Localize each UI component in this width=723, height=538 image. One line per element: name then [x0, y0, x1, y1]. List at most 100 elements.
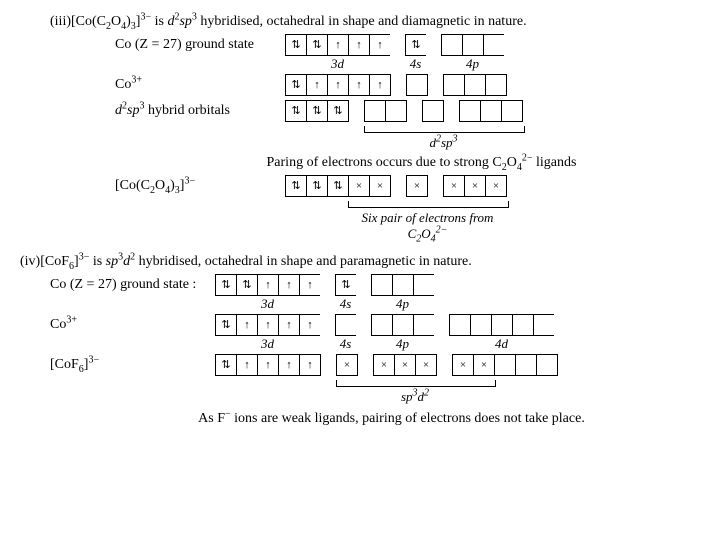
- orbital-boxes: ⇅⇅⇅: [285, 100, 538, 122]
- orbital-box: ×: [406, 175, 428, 197]
- orbital-row: Co (Z = 27) ground state⇅⇅↑↑↑3d⇅4s4p: [115, 34, 703, 56]
- orbital-box: [364, 100, 385, 122]
- heading-iv-prefix: (iv): [20, 254, 40, 270]
- orbital-box: [413, 274, 434, 296]
- orbital-boxes: ⇅↑↑↑↑3d4s4p4d: [215, 314, 569, 336]
- orbital-row: d2sp3 hybrid orbitals⇅⇅⇅: [115, 100, 703, 122]
- orbital-box: ↑: [369, 34, 390, 56]
- orbital-group: [364, 100, 407, 122]
- row-label: Co (Z = 27) ground state: [115, 37, 285, 53]
- orbital-box: ⇅: [215, 354, 236, 376]
- bracket-row: sp3d2: [20, 380, 703, 405]
- orbital-box: ↑: [327, 74, 348, 96]
- orbital-box: ⇅: [285, 175, 306, 197]
- orbital-box: ⇅: [285, 34, 306, 56]
- orbital-box: ↑: [348, 74, 369, 96]
- orbital-box: [464, 74, 485, 96]
- orbital-group: ××: [452, 354, 558, 376]
- orbital-box: ⇅: [405, 34, 426, 56]
- orbital-box: [515, 354, 536, 376]
- orbital-group: ⇅↑↑↑↑3d: [215, 314, 320, 336]
- row-label: [Co(C2O4)3]3−: [115, 178, 285, 194]
- orbital-box: ×: [452, 354, 473, 376]
- orbital-box: [335, 314, 356, 336]
- orbital-box: ×: [348, 175, 369, 197]
- bracket-row: Six pair of electrons from C2O42−: [20, 201, 703, 242]
- orbital-box: ↑: [299, 274, 320, 296]
- heading-iv: (iv) [CoF6]3− is sp3d2 hybridised, octah…: [20, 254, 703, 270]
- orbital-box: ×: [336, 354, 358, 376]
- orbital-box: [441, 34, 462, 56]
- orbital-box: [371, 274, 392, 296]
- orbital-row: Co (Z = 27) ground state :⇅⇅↑↑↑3d⇅4s4p: [50, 274, 703, 296]
- orbital-box: ×: [473, 354, 494, 376]
- orbital-box: ⇅: [285, 74, 306, 96]
- orbital-box: [536, 354, 558, 376]
- orbital-group: 4p: [371, 274, 434, 296]
- orbital-box: ↑: [299, 314, 320, 336]
- orbital-box: [459, 100, 480, 122]
- orbital-sublabel: 4p: [466, 56, 479, 72]
- row-label: Co3+: [115, 77, 285, 93]
- footer-iv: As F− ions are weak ligands, pairing of …: [80, 411, 703, 427]
- orbital-box: ×: [443, 175, 464, 197]
- heading-iii-prefix: (iii): [50, 14, 71, 30]
- orbital-sublabel: 3d: [331, 56, 344, 72]
- bracket-label: d2sp3: [364, 135, 523, 151]
- orbital-boxes: ⇅↑↑↑↑××××××: [215, 354, 573, 376]
- orbital-sublabel: 3d: [261, 296, 274, 312]
- orbital-row: [CoF6]3−⇅↑↑↑↑××××××: [50, 354, 703, 376]
- heading-iv-text: [CoF6]3− is sp3d2 hybridised, octahedral…: [40, 254, 472, 270]
- orbital-box: ↑: [278, 354, 299, 376]
- orbital-box: ⇅: [335, 274, 356, 296]
- row-label: [CoF6]3−: [50, 357, 215, 373]
- orbital-group: ⇅⇅↑↑↑3d: [285, 34, 390, 56]
- orbital-box: [392, 314, 413, 336]
- orbital-group: ⇅4s: [405, 34, 426, 56]
- orbital-box: [422, 100, 444, 122]
- orbital-sublabel: 4s: [410, 56, 422, 72]
- orbital-box: [462, 34, 483, 56]
- orbital-group: [422, 100, 444, 122]
- orbital-group: [459, 100, 523, 122]
- orbital-box: ×: [394, 354, 415, 376]
- orbital-box: ↑: [306, 74, 327, 96]
- orbital-group: ×: [406, 175, 428, 197]
- orbital-boxes: ⇅↑↑↑↑: [285, 74, 522, 96]
- orbital-group: ⇅4s: [335, 274, 356, 296]
- orbital-group: ×: [336, 354, 358, 376]
- heading-iii: (iii) [Co(C2O4)3]3− is d2sp3 hybridised,…: [50, 14, 703, 30]
- orbital-box: [485, 74, 507, 96]
- orbital-box: ↑: [236, 314, 257, 336]
- bracket-row: d2sp3: [115, 126, 703, 151]
- orbital-box: ↑: [257, 274, 278, 296]
- orbital-box: ⇅: [327, 100, 349, 122]
- orbital-box: ⇅: [327, 175, 348, 197]
- orbital-box: [480, 100, 501, 122]
- orbital-box: [406, 74, 428, 96]
- orbital-box: ⇅: [306, 100, 327, 122]
- orbital-group: ⇅↑↑↑↑: [215, 354, 321, 376]
- orbital-box: ×: [415, 354, 437, 376]
- bracket-label: sp3d2: [336, 389, 494, 405]
- orbital-box: [371, 314, 392, 336]
- orbital-box: ↑: [257, 354, 278, 376]
- orbital-boxes: ⇅⇅⇅××××××: [285, 175, 522, 197]
- orbital-sublabel: 4s: [340, 336, 352, 352]
- row-label: d2sp3 hybrid orbitals: [115, 103, 285, 119]
- orbital-box: ↑: [236, 354, 257, 376]
- orbital-sublabel: 4p: [396, 296, 409, 312]
- orbital-box: [533, 314, 554, 336]
- orbital-group: 4p: [371, 314, 434, 336]
- orbital-box: [413, 314, 434, 336]
- orbital-group: ⇅⇅⇅××: [285, 175, 391, 197]
- orbital-boxes: ⇅⇅↑↑↑3d⇅4s4p: [215, 274, 449, 296]
- orbital-row: Co3+⇅↑↑↑↑3d4s4p4d: [50, 314, 703, 336]
- orbital-sublabel: 3d: [261, 336, 274, 352]
- orbital-box: ⇅: [306, 34, 327, 56]
- orbital-sublabel: 4d: [495, 336, 508, 352]
- orbital-box: [483, 34, 504, 56]
- orbital-group: ×××: [373, 354, 437, 376]
- orbital-box: [449, 314, 470, 336]
- orbital-box: ⇅: [215, 314, 236, 336]
